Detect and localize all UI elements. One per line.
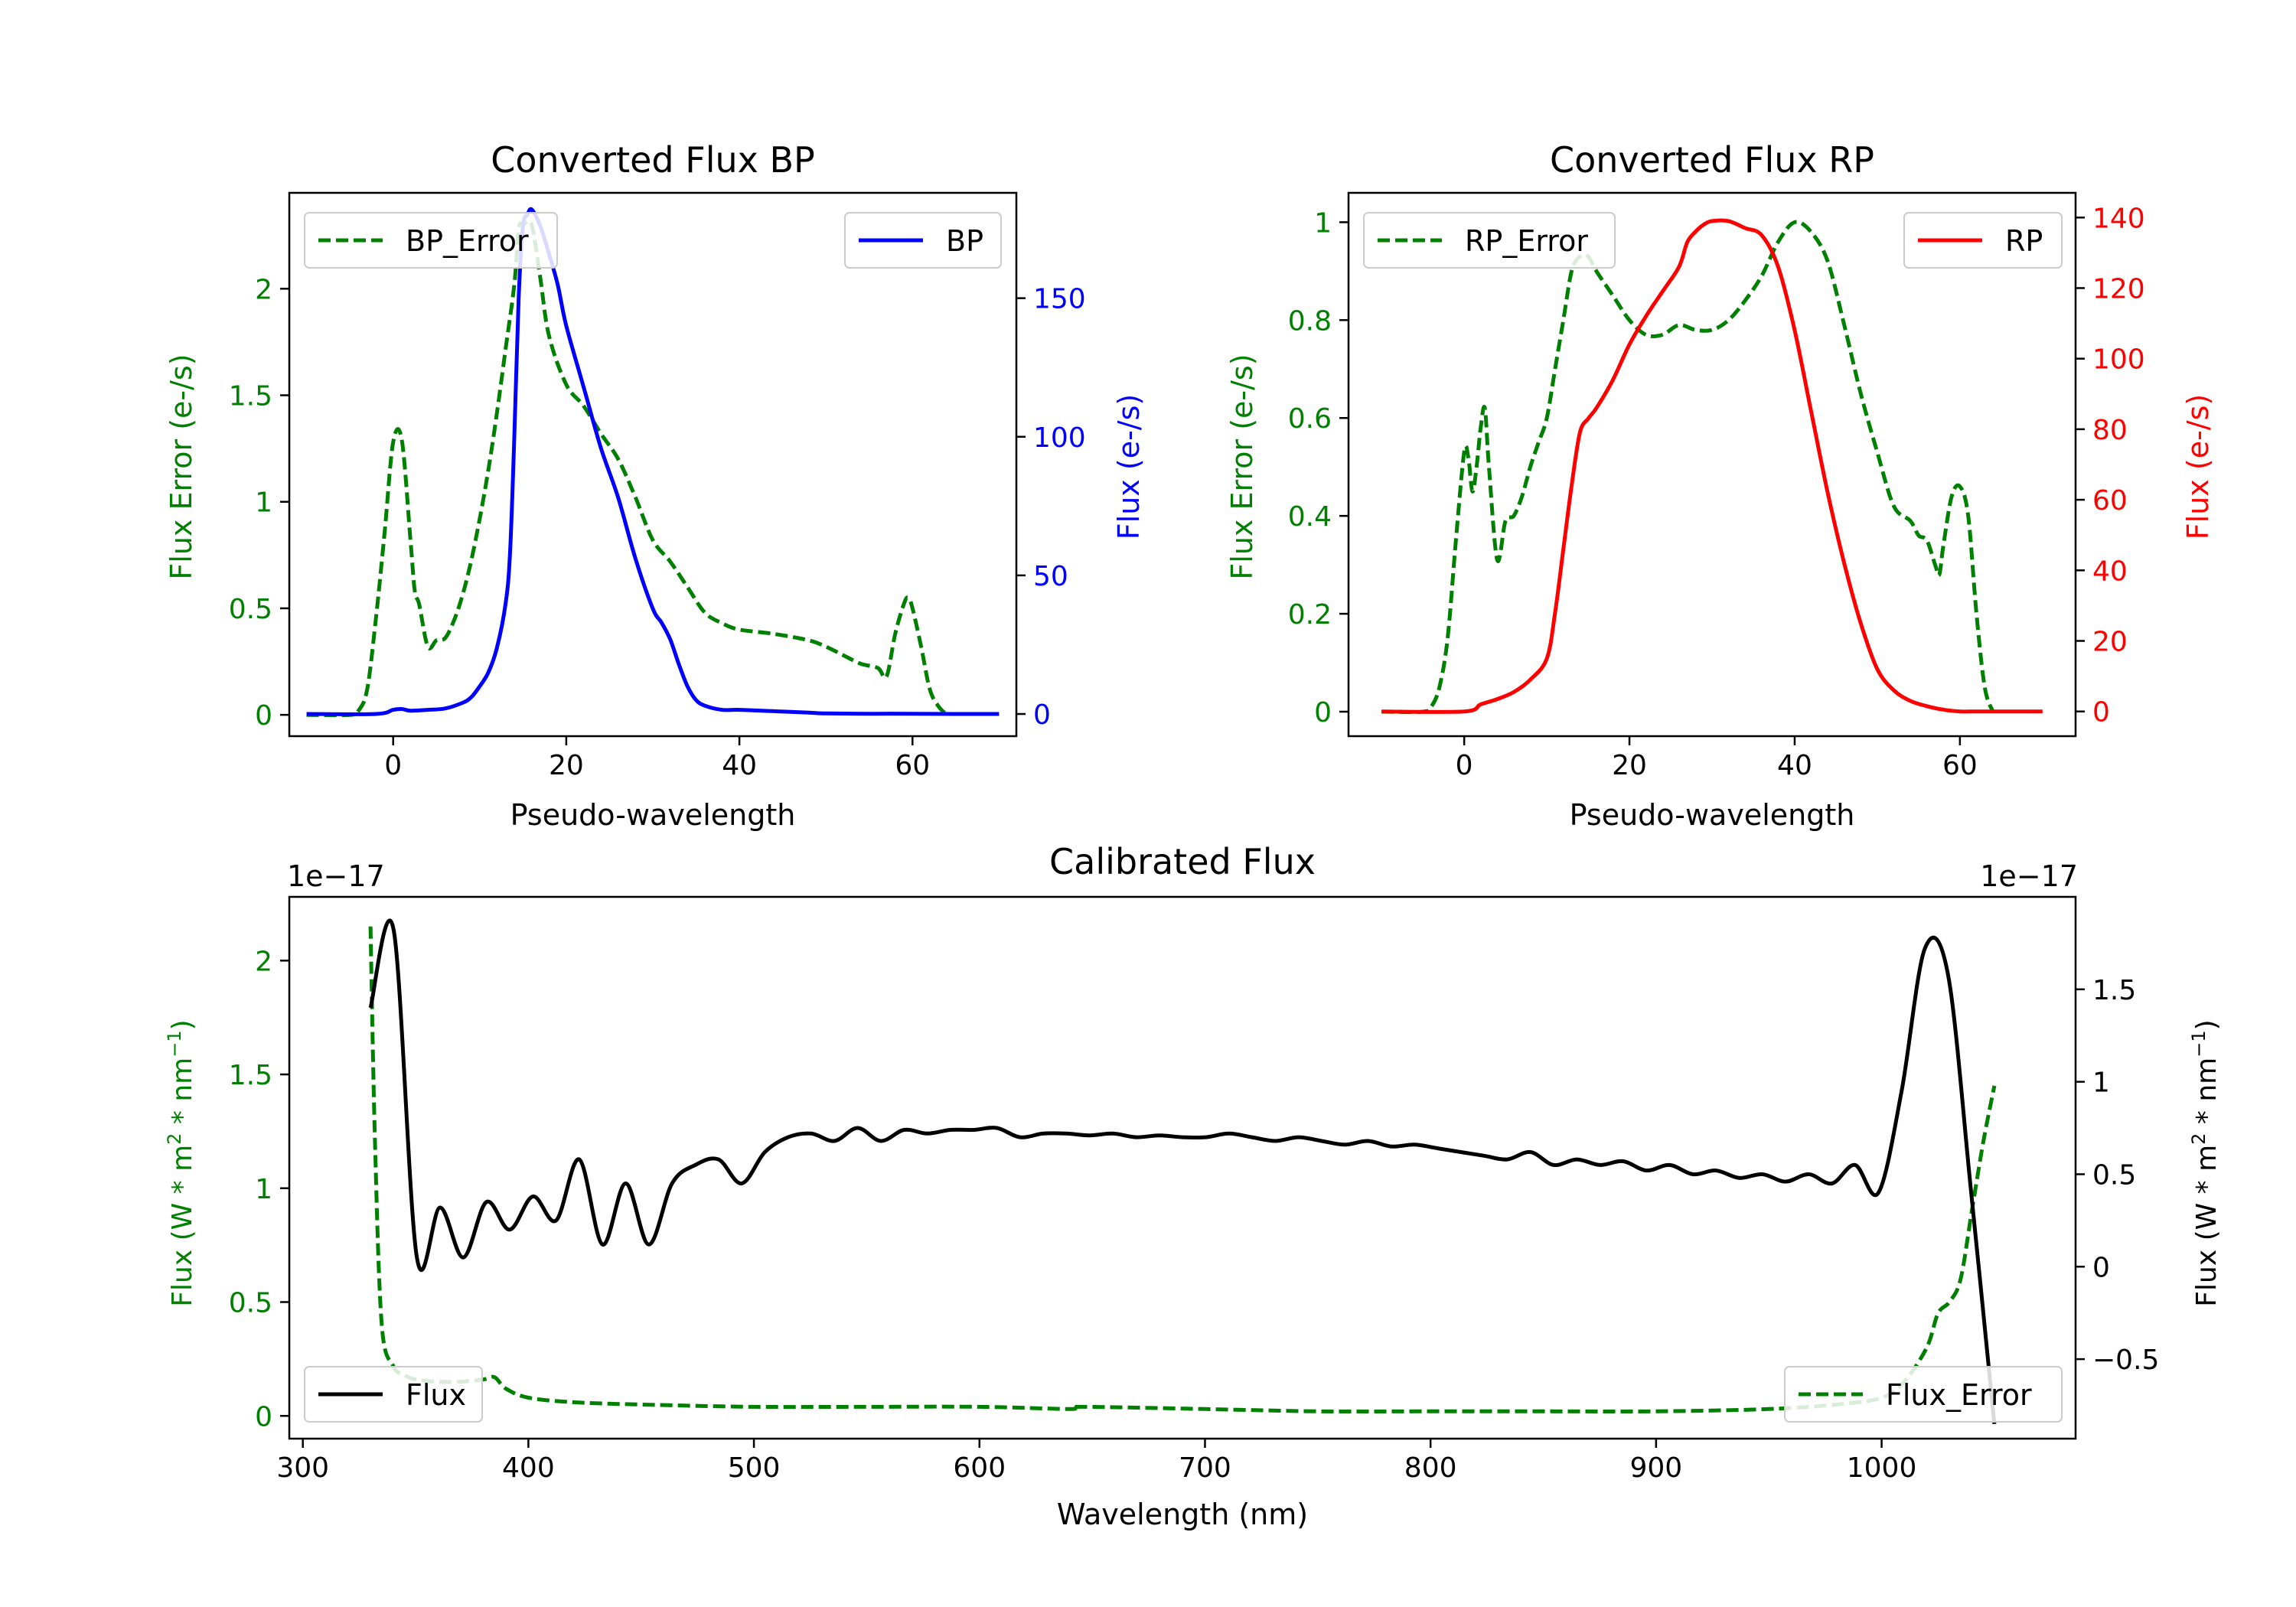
rp-ytick-right-label: 60 [2092, 485, 2128, 517]
panel-calibrated: Calibrated Flux 1e−17 1e−17 300 400 500 600… [164, 841, 2223, 1531]
rp-ylabel-right: Flux (e-/s) [2181, 394, 2215, 539]
cal-ytick-right-label: −0.5 [2092, 1345, 2159, 1376]
cal-xtick-label: 600 [953, 1452, 1006, 1484]
bp-legend-flux-label: BP [946, 224, 983, 258]
rp-legend-flux-label: RP [2005, 224, 2043, 258]
cal-xtick-label: 400 [502, 1452, 555, 1484]
cal-legend-error-label: Flux_Error [1886, 1378, 2032, 1412]
bp-ytick-left-label: 0.5 [229, 594, 272, 625]
rp-ytick-right-label: 20 [2092, 627, 2128, 658]
bp-ytick-right-label: 50 [1033, 561, 1068, 592]
rp-xtick-label: 0 [1456, 750, 1473, 781]
rp-ytick-right-label: 40 [2092, 556, 2128, 587]
cal-ytick-right-label: 0.5 [2092, 1159, 2136, 1191]
cal-xtick-label: 900 [1630, 1452, 1683, 1484]
cal-series-flux [368, 918, 1997, 1424]
bp-legend-error-label: BP_Error [406, 224, 529, 258]
rp-legend-flux: RP [1903, 212, 2063, 269]
bp-axes-frame [288, 191, 1018, 738]
cal-ytick-left-label: 0.5 [229, 1288, 272, 1319]
cal-ytick-left-label: 2 [255, 946, 272, 977]
cal-ytick-left-label: 1.5 [229, 1060, 272, 1091]
bp-ytick-right-label: 100 [1033, 422, 1086, 454]
bp-ytick-left-label: 1.5 [229, 381, 272, 412]
cal-series-flux-error [368, 926, 1997, 1414]
cal-ylabel-right: Flux (W * m2 * nm−1) [2188, 1019, 2223, 1306]
bp-ytick-left-label: 1 [255, 487, 272, 519]
rp-axes-frame [1347, 191, 2077, 738]
bp-xlabel: Pseudo-wavelength [510, 798, 796, 832]
rp-ylabel-left: Flux Error (e-/s) [1225, 354, 1259, 579]
rp-ytick-right-label: 100 [2092, 344, 2145, 376]
cal-legend-flux-label: Flux [406, 1378, 466, 1412]
rp-plot-area: 0 20 40 60 0 0.2 0.4 0.6 0.8 1 0 20 40 60 80 100 120 140 [1288, 191, 2145, 781]
bp-series-bp-error [306, 218, 949, 718]
bp-xtick-label: 20 [549, 750, 584, 781]
cal-ytick-left-label: 0 [255, 1401, 272, 1433]
panel-rp: Converted Flux RP 0 20 40 6000.20.40.60.810… [1225, 139, 2215, 832]
rp-ytick-left-label: 0.2 [1288, 599, 1332, 631]
bp-ytick-left-label: 2 [255, 274, 272, 305]
cal-ylabel-left: Flux (W * m2 * nm−1) [164, 1019, 198, 1306]
rp-ytick-left-label: 0.8 [1288, 305, 1332, 337]
cal-offset-right: 1e−17 [1980, 859, 2078, 893]
bp-xtick-label: 40 [722, 750, 757, 781]
cal-ytick-right-label: 1.5 [2092, 975, 2136, 1006]
rp-xtick-label: 60 [1942, 750, 1978, 781]
rp-ytick-right-label: 0 [2092, 697, 2110, 729]
rp-legend-error: RP_Error [1363, 212, 1616, 269]
cal-legend-flux: Flux [304, 1366, 483, 1423]
bp-xtick-label: 0 [384, 750, 402, 781]
cal-legend-error: Flux_Error [1784, 1366, 2063, 1423]
cal-xtick-label: 700 [1179, 1452, 1231, 1484]
bp-ylabel-left: Flux Error (e-/s) [165, 354, 198, 579]
cal-xtick-label: 1000 [1847, 1452, 1917, 1484]
rp-xtick-label: 20 [1612, 750, 1647, 781]
rp-ytick-right-label: 80 [2092, 415, 2128, 446]
bp-ylabel-right: Flux (e-/s) [1112, 394, 1146, 539]
rp-legend-error-label: RP_Error [1465, 224, 1588, 258]
cal-axes-frame [288, 895, 2077, 1440]
cal-plot-area: 300 400 500 600 700 800 900 1000 0 0.5 1 1.5 2 −0.5 0 0… [229, 895, 2159, 1484]
bp-ytick-right-label: 150 [1033, 284, 1086, 315]
cal-ytick-right-label: 1 [2092, 1068, 2110, 1099]
rp-xtick-label: 40 [1777, 750, 1812, 781]
cal-xtick-label: 800 [1404, 1452, 1457, 1484]
cal-title: Calibrated Flux [1049, 841, 1316, 882]
cal-ytick-right-label: 0 [2092, 1252, 2110, 1283]
rp-ytick-right-label: 140 [2092, 203, 2145, 234]
bp-title: Converted Flux BP [491, 139, 815, 181]
cal-xtick-label: 500 [728, 1452, 781, 1484]
cal-ytick-left-label: 1 [255, 1174, 272, 1205]
bp-xtick-label: 60 [895, 750, 930, 781]
rp-ytick-right-label: 120 [2092, 273, 2145, 305]
bp-series-bp [306, 207, 1000, 716]
bp-ytick-left-label: 0 [255, 700, 272, 732]
bp-legend-error: BP_Error [304, 212, 558, 269]
rp-ytick-left-label: 0 [1314, 697, 1332, 729]
cal-xlabel: Wavelength (nm) [1057, 1498, 1308, 1531]
cal-xtick-label: 300 [276, 1452, 329, 1484]
bp-ytick-right-label: 0 [1033, 699, 1051, 731]
rp-ytick-left-label: 0.4 [1288, 501, 1332, 533]
cal-offset-left: 1e−17 [287, 859, 385, 893]
panel-bp: Converted Flux BP 0 20 40 6000.511.52050100… [165, 139, 1146, 832]
rp-ytick-left-label: 1 [1314, 207, 1332, 239]
rp-ytick-left-label: 0.6 [1288, 403, 1332, 435]
bp-legend-flux: BP [844, 212, 1002, 269]
rp-title: Converted Flux RP [1550, 139, 1874, 181]
rp-series-rp [1381, 218, 2043, 714]
rp-xlabel: Pseudo-wavelength [1570, 798, 1855, 832]
